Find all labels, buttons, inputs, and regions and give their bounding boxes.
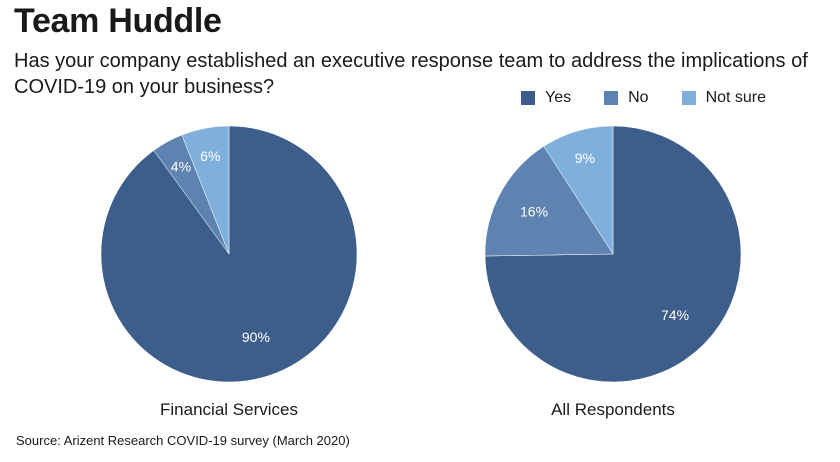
pie-caption-financial-services: Financial Services (160, 400, 298, 419)
source-note: Source: Arizent Research COVID-19 survey… (16, 433, 350, 448)
legend-item-no: No (604, 89, 649, 107)
legend-swatch-not-sure (681, 91, 696, 105)
pie-financial-services: 90% 4% 6% Financial Services (100, 125, 358, 419)
chart-subtitle: Has your company established an executiv… (14, 50, 808, 98)
slice-label-not-sure-financial-services: 6% (200, 148, 220, 164)
slice-label-yes-financial-services: 90% (242, 329, 270, 345)
slice-label-no-all-respondents: 16% (520, 204, 548, 220)
slice-not-sure-financial-services (181, 125, 230, 255)
chart-title: Team Huddle (14, 2, 222, 40)
legend-label-not-sure: Not sure (705, 89, 767, 106)
pie-caption-all-respondents: All Respondents (551, 400, 675, 419)
legend-label-no: No (628, 89, 649, 106)
legend-item-not-sure: Not sure (681, 89, 767, 107)
legend: Yes No Not sure (521, 88, 766, 108)
pie-all-respondents: 74% 16% 9% All Respondents (484, 125, 742, 419)
slice-label-yes-all-respondents: 74% (661, 307, 689, 323)
slice-label-no-financial-services: 4% (171, 159, 191, 175)
slice-yes-all-respondents (484, 125, 742, 383)
legend-swatch-no (604, 91, 619, 105)
legend-label-yes: Yes (545, 89, 572, 106)
slice-not-sure-all-respondents (543, 125, 614, 255)
legend-item-yes: Yes (521, 89, 571, 107)
legend-swatch-yes (521, 91, 535, 105)
slice-no-all-respondents (484, 145, 614, 257)
slice-label-not-sure-all-respondents: 9% (575, 150, 595, 166)
